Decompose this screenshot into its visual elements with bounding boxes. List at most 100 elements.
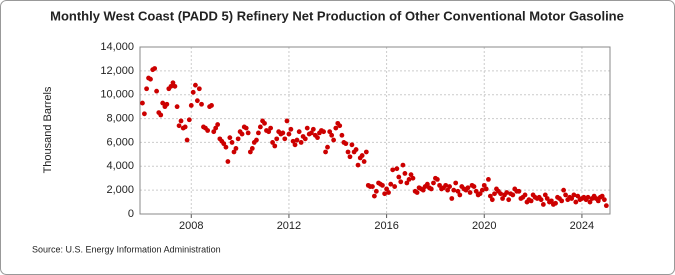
point: [337, 123, 343, 129]
point: [141, 111, 147, 117]
point: [449, 196, 455, 201]
point: [256, 130, 261, 136]
point: [268, 125, 274, 131]
point: [270, 140, 275, 145]
point: [353, 147, 359, 152]
point: [182, 124, 188, 130]
point: [451, 187, 457, 193]
point: [561, 187, 567, 193]
point: [398, 179, 404, 185]
point: [164, 101, 170, 107]
point: [402, 171, 408, 176]
point: [516, 188, 522, 194]
point: [186, 117, 192, 123]
point: [506, 197, 512, 203]
chart-title: Monthly West Coast (PADD 5) Refinery Net…: [50, 8, 624, 23]
point: [188, 103, 194, 108]
point: [540, 202, 546, 207]
x-tick-label: 2016: [374, 220, 398, 232]
point: [467, 190, 473, 195]
point: [140, 100, 145, 106]
point: [325, 144, 330, 150]
point: [193, 82, 198, 88]
point: [363, 149, 369, 155]
y-tick-label: 6,000: [106, 136, 134, 148]
point: [302, 136, 308, 142]
point: [172, 83, 178, 89]
point: [184, 137, 190, 143]
point: [388, 181, 394, 187]
point: [447, 184, 452, 189]
point: [481, 182, 487, 188]
point: [347, 154, 353, 160]
point: [392, 184, 398, 189]
y-axis-label: Thousand Barrels: [42, 86, 54, 173]
point: [390, 167, 396, 173]
point: [168, 83, 174, 89]
point: [211, 129, 217, 135]
point: [559, 198, 565, 204]
y-tick-label: 10,000: [100, 89, 134, 101]
point: [170, 80, 176, 86]
point: [266, 129, 272, 135]
point: [486, 177, 491, 182]
point: [528, 198, 534, 204]
point: [434, 177, 440, 182]
point: [538, 197, 544, 203]
point: [386, 190, 391, 195]
point: [498, 191, 504, 197]
point: [483, 186, 489, 192]
point: [420, 187, 426, 193]
x-tick-label: 2020: [472, 220, 496, 232]
point: [457, 192, 463, 198]
point: [190, 89, 196, 95]
y-tick-label: 14,000: [100, 41, 134, 53]
point: [148, 76, 153, 82]
point: [455, 188, 461, 194]
point: [310, 126, 316, 132]
point: [205, 128, 211, 133]
point: [587, 199, 593, 205]
point: [288, 126, 294, 132]
point: [370, 184, 375, 189]
point: [227, 135, 233, 141]
point: [410, 175, 416, 181]
point: [331, 137, 337, 143]
point: [194, 98, 200, 104]
point: [361, 159, 367, 164]
point: [443, 182, 449, 188]
point: [544, 196, 550, 201]
point: [239, 131, 245, 137]
point: [563, 192, 568, 198]
point: [323, 149, 328, 155]
point: [373, 188, 379, 194]
point: [445, 187, 451, 193]
point: [304, 125, 310, 131]
point: [487, 193, 493, 199]
point: [280, 130, 286, 136]
point: [477, 191, 483, 197]
point: [510, 192, 516, 198]
point: [282, 136, 288, 142]
point: [504, 190, 510, 195]
point: [601, 197, 607, 203]
point: [235, 136, 241, 142]
point: [424, 181, 430, 187]
point: [343, 141, 349, 147]
point: [213, 125, 219, 131]
point: [382, 191, 388, 197]
point: [290, 138, 296, 144]
point: [599, 193, 605, 199]
point: [492, 191, 497, 197]
point: [394, 166, 400, 172]
point: [603, 203, 609, 209]
x-tick-label: 2024: [570, 220, 594, 232]
point: [262, 120, 267, 126]
point: [327, 129, 333, 135]
point: [286, 131, 292, 137]
point: [298, 140, 304, 145]
y-tick-label: 12,000: [100, 65, 134, 77]
point: [144, 86, 149, 92]
